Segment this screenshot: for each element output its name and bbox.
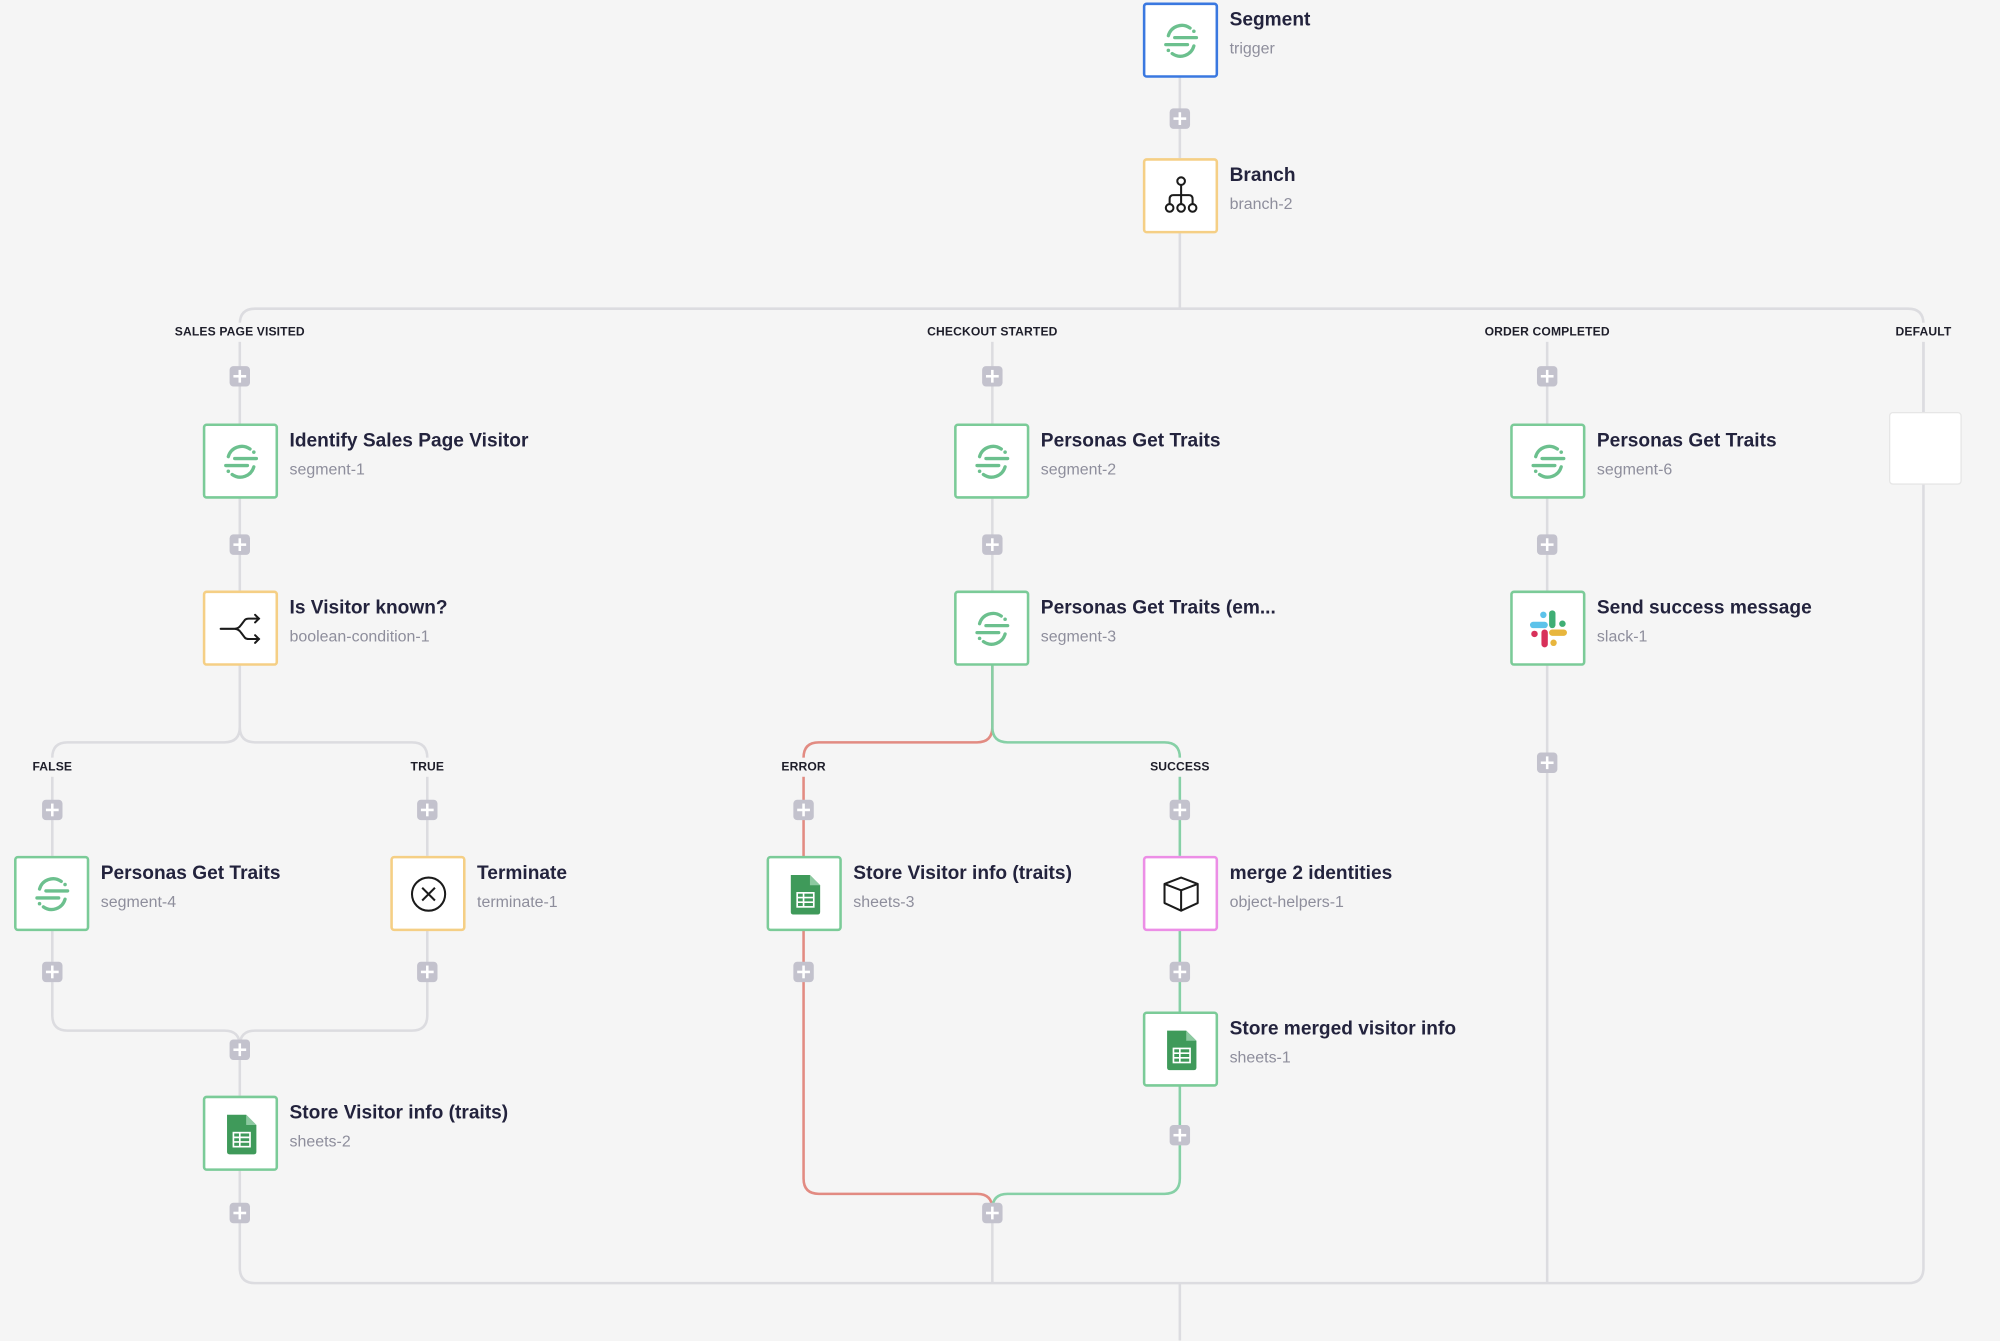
node-subtitle: segment-4	[100, 892, 177, 911]
node-personas-get-traits-4[interactable]: Personas Get Traits segment-4	[14, 855, 435, 933]
circle-x-icon	[390, 855, 466, 932]
add-step-button[interactable]	[1536, 752, 1558, 773]
node-subtitle: segment-3	[1040, 627, 1117, 646]
google-sheets-icon	[202, 1095, 279, 1171]
node-subtitle: sheets-3	[853, 892, 915, 911]
add-step-button[interactable]	[417, 799, 438, 821]
add-step-button[interactable]	[42, 961, 63, 983]
add-step-button[interactable]	[42, 799, 63, 821]
node-subtitle: branch-2	[1229, 195, 1293, 214]
node-merge-2-identities[interactable]: merge 2 identities object-helpers-1	[1142, 855, 1564, 933]
segment-icon	[954, 423, 1030, 499]
node-personas-get-traits-6[interactable]: Personas Get Traits segment-6	[1510, 423, 1931, 500]
node-personas-get-traits-3[interactable]: Personas Get Traits (em... segment-3	[954, 590, 1375, 668]
node-subtitle: segment-6	[1596, 460, 1673, 479]
add-step-button[interactable]	[1169, 1124, 1191, 1146]
node-title: Personas Get Traits	[100, 862, 281, 884]
node-store-visitor-info-sheets-2[interactable]: Store Visitor info (traits) sheets-2	[202, 1095, 624, 1173]
node-personas-get-traits-2[interactable]: Personas Get Traits segment-2	[954, 423, 1375, 500]
add-step-button[interactable]	[229, 1202, 250, 1224]
add-step-button[interactable]	[793, 799, 814, 821]
node-subtitle: object-helpers-1	[1229, 892, 1344, 911]
node-subtitle: boolean-condition-1	[289, 627, 430, 646]
node-title: Terminate	[477, 862, 568, 884]
node-subtitle: terminate-1	[477, 892, 558, 911]
add-step-button[interactable]	[1169, 108, 1191, 129]
split-arrows-icon	[202, 590, 279, 666]
segment-icon	[1142, 2, 1219, 78]
segment-icon	[14, 855, 90, 932]
node-subtitle: sheets-1	[1229, 1048, 1291, 1067]
node-title: Store Visitor info (traits)	[853, 862, 1072, 884]
node-title: Identify Sales Page Visitor	[289, 429, 529, 452]
node-title: Store Visitor info (traits)	[289, 1102, 509, 1124]
add-step-button[interactable]	[982, 1202, 1003, 1224]
node-subtitle: slack-1	[1596, 627, 1648, 646]
node-is-visitor-known[interactable]: Is Visitor known? boolean-condition-1	[202, 590, 624, 668]
add-step-button[interactable]	[417, 961, 438, 983]
default-branch-empty-slot[interactable]	[1889, 411, 1962, 485]
segment-icon	[202, 423, 279, 499]
condition-label-false: FALSE	[28, 757, 76, 777]
branch-icon	[1142, 158, 1219, 234]
condition-label-true: TRUE	[406, 757, 448, 777]
node-subtitle: segment-1	[289, 460, 365, 479]
node-branch[interactable]: Branch branch-2	[1142, 158, 1564, 235]
branch-label-checkout-started: CHECKOUT STARTED	[923, 322, 1062, 342]
add-step-button[interactable]	[229, 366, 250, 387]
node-title: Personas Get Traits	[1596, 429, 1777, 452]
node-title: Personas Get Traits	[1040, 429, 1221, 452]
segment-icon	[954, 590, 1030, 666]
node-subtitle: trigger	[1229, 39, 1275, 58]
add-step-button[interactable]	[793, 961, 814, 983]
branch-label-default: DEFAULT	[1891, 322, 1956, 342]
node-subtitle: sheets-2	[289, 1132, 351, 1151]
node-title: Send success message	[1596, 596, 1812, 619]
node-title: Is Visitor known?	[289, 596, 448, 619]
google-sheets-icon	[1142, 1011, 1219, 1087]
add-step-button[interactable]	[1536, 534, 1558, 555]
node-segment-trigger[interactable]: Segment trigger	[1142, 2, 1564, 80]
add-step-button[interactable]	[982, 366, 1003, 387]
add-step-button[interactable]	[1169, 799, 1191, 821]
add-step-button[interactable]	[1536, 366, 1558, 387]
add-step-button[interactable]	[1169, 961, 1191, 983]
node-identify-sales-page-visitor[interactable]: Identify Sales Page Visitor segment-1	[202, 423, 624, 500]
node-terminate[interactable]: Terminate terminate-1	[390, 855, 811, 933]
result-label-error: ERROR	[777, 757, 830, 777]
slack-icon	[1510, 590, 1586, 666]
segment-icon	[1510, 423, 1586, 499]
node-title: Segment	[1229, 8, 1311, 31]
google-sheets-icon	[766, 855, 842, 932]
cube-icon	[1142, 855, 1219, 932]
node-title: Store merged visitor info	[1229, 1017, 1457, 1040]
add-step-button[interactable]	[982, 534, 1003, 555]
node-subtitle: segment-2	[1040, 460, 1117, 479]
node-store-merged-visitor-info[interactable]: Store merged visitor info sheets-1	[1142, 1011, 1564, 1088]
node-title: Branch	[1229, 164, 1296, 187]
node-title: Personas Get Traits (em...	[1040, 596, 1276, 619]
add-step-button[interactable]	[229, 1039, 250, 1060]
result-label-success: SUCCESS	[1146, 757, 1214, 777]
add-step-button[interactable]	[229, 534, 250, 555]
branch-label-order-completed: ORDER COMPLETED	[1480, 322, 1614, 342]
node-send-success-message[interactable]: Send success message slack-1	[1510, 590, 1931, 668]
branch-label-sales-page-visited: SALES PAGE VISITED	[170, 322, 309, 342]
node-title: merge 2 identities	[1229, 862, 1393, 884]
node-store-visitor-info-sheets-3[interactable]: Store Visitor info (traits) sheets-3	[766, 855, 1188, 933]
